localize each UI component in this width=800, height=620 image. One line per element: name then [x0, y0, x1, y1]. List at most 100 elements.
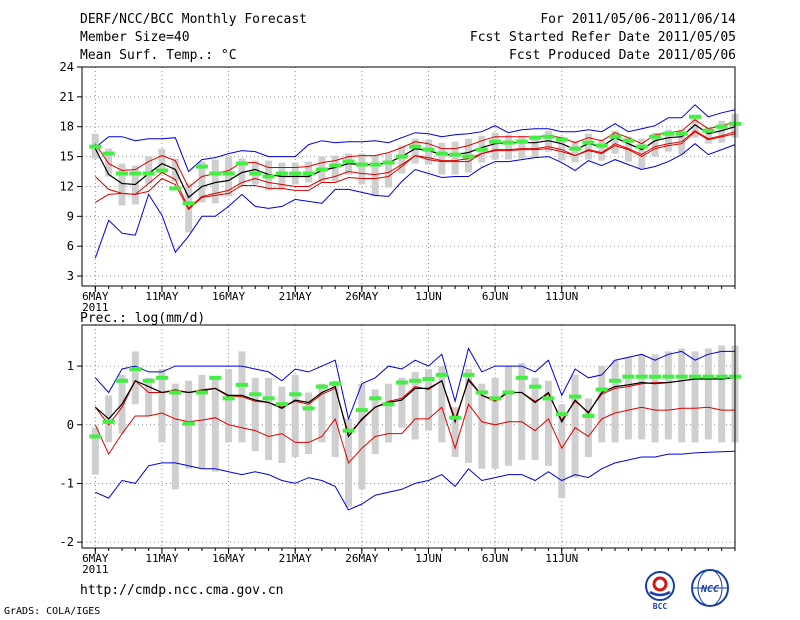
- x-tick-label: 21MAY: [279, 290, 312, 303]
- spread-box: [398, 145, 406, 174]
- spread-box: [145, 377, 153, 416]
- plot-frame: [81, 324, 736, 549]
- y-tick-label: 12: [60, 179, 74, 193]
- spread-box: [451, 407, 459, 458]
- plot-frame: [81, 66, 736, 287]
- spread-box: [624, 357, 632, 440]
- median-marker: [715, 374, 728, 379]
- spread-box: [291, 374, 299, 458]
- y-tick-label: 3: [67, 269, 74, 283]
- spread-box: [278, 386, 286, 463]
- spread-box: [651, 354, 659, 443]
- spread-box: [424, 139, 432, 165]
- spread-box: [544, 380, 552, 466]
- spread-box: [438, 142, 446, 175]
- agency-logos: BCC NCC: [645, 569, 729, 611]
- spread-box: [358, 383, 366, 490]
- spread-box: [584, 133, 592, 160]
- median-marker: [422, 376, 435, 381]
- source-url[interactable]: http://cmdp.ncc.cma.gov.cn: [80, 583, 284, 598]
- median-marker: [609, 378, 622, 383]
- inner-sd-line: [95, 131, 736, 211]
- spread-box: [118, 163, 126, 206]
- median-marker: [515, 139, 528, 144]
- median-marker: [369, 396, 382, 401]
- member-size-label: Member Size=40: [80, 30, 190, 45]
- spread-box: [105, 148, 113, 177]
- median-marker: [129, 171, 142, 176]
- x-tick-label: 6JUN: [482, 552, 509, 565]
- median-marker: [209, 171, 222, 176]
- y-tick-label: 21: [60, 90, 74, 104]
- median-marker: [182, 201, 195, 206]
- spread-box: [704, 348, 712, 440]
- median-marker: [595, 387, 608, 392]
- spread-box: [451, 141, 459, 175]
- median-marker: [235, 382, 248, 387]
- median-marker: [195, 390, 208, 395]
- spread-box: [131, 351, 139, 405]
- ncc-logo-text: NCC: [700, 584, 719, 595]
- median-marker: [262, 174, 275, 179]
- spread-box: [424, 369, 432, 431]
- median-marker: [675, 131, 688, 136]
- y-tick-label: 15: [60, 150, 74, 164]
- median-marker: [635, 374, 648, 379]
- median-marker: [689, 374, 702, 379]
- upper-sd-line: [94, 119, 736, 189]
- spread-lower-line: [94, 403, 735, 464]
- spread-box: [638, 354, 646, 440]
- spread-box: [331, 155, 339, 182]
- median-marker: [702, 374, 715, 379]
- median-marker: [542, 134, 555, 139]
- spread-box: [385, 383, 393, 443]
- y-tick-label: 1: [67, 359, 74, 373]
- median-marker: [582, 413, 595, 418]
- precip-panel-title: Prec.: log(mm/d): [80, 311, 205, 326]
- y-tick-label: -2: [60, 535, 74, 549]
- spread-box: [518, 363, 526, 460]
- median-marker: [422, 147, 435, 152]
- median-marker: [609, 134, 622, 139]
- spread-box: [385, 153, 393, 188]
- median-marker: [355, 408, 368, 413]
- median-marker: [102, 151, 115, 156]
- y-tick-label: 6: [67, 239, 74, 253]
- y-tick-label: -1: [60, 476, 74, 490]
- spread-box: [211, 377, 219, 472]
- median-marker: [275, 402, 288, 407]
- spread-box: [371, 155, 379, 197]
- spread-box: [198, 161, 206, 203]
- median-marker: [662, 131, 675, 136]
- median-marker: [369, 162, 382, 167]
- median-marker: [329, 163, 342, 168]
- median-marker: [315, 384, 328, 389]
- variable-label: Mean Surf. Temp.: °C: [80, 48, 237, 63]
- median-marker: [169, 390, 182, 395]
- spread-box: [611, 130, 619, 154]
- median-marker: [582, 140, 595, 145]
- median-marker: [315, 167, 328, 172]
- median-marker: [169, 186, 182, 191]
- median-marker: [89, 434, 102, 439]
- median-marker: [382, 160, 395, 165]
- x-tick-label: 1JUN: [415, 552, 442, 565]
- median-marker: [449, 152, 462, 157]
- bcc-logo-text: BCC: [653, 602, 668, 611]
- spread-box: [225, 369, 233, 443]
- max-line: [94, 104, 736, 173]
- median-marker: [435, 151, 448, 156]
- median-marker: [289, 392, 302, 397]
- median-marker: [275, 171, 288, 176]
- median-marker: [715, 124, 728, 129]
- spread-box: [531, 135, 539, 158]
- median-marker: [529, 384, 542, 389]
- bcc-logo: BCC: [645, 571, 675, 611]
- median-marker: [595, 143, 608, 148]
- min-line: [95, 450, 736, 511]
- spread-box: [318, 383, 326, 443]
- spread-box: [664, 351, 672, 440]
- median-marker: [529, 135, 542, 140]
- spread-box: [584, 398, 592, 458]
